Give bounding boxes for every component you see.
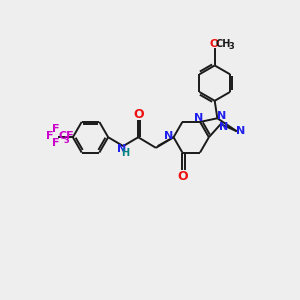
Text: O: O	[177, 169, 188, 183]
Text: F: F	[52, 124, 60, 134]
Text: N: N	[117, 144, 126, 154]
Text: 3: 3	[229, 42, 234, 51]
Text: CF: CF	[59, 131, 74, 141]
Text: F: F	[52, 138, 60, 148]
Text: O: O	[133, 108, 143, 121]
Text: O: O	[209, 39, 218, 49]
Text: H: H	[121, 148, 129, 158]
Text: CH: CH	[216, 39, 231, 49]
Text: N: N	[164, 131, 173, 141]
Text: N: N	[194, 113, 204, 123]
Text: 3: 3	[64, 136, 70, 145]
Text: N: N	[219, 122, 228, 132]
Text: N: N	[217, 111, 226, 121]
Text: N: N	[236, 126, 245, 136]
Text: F: F	[46, 131, 54, 141]
